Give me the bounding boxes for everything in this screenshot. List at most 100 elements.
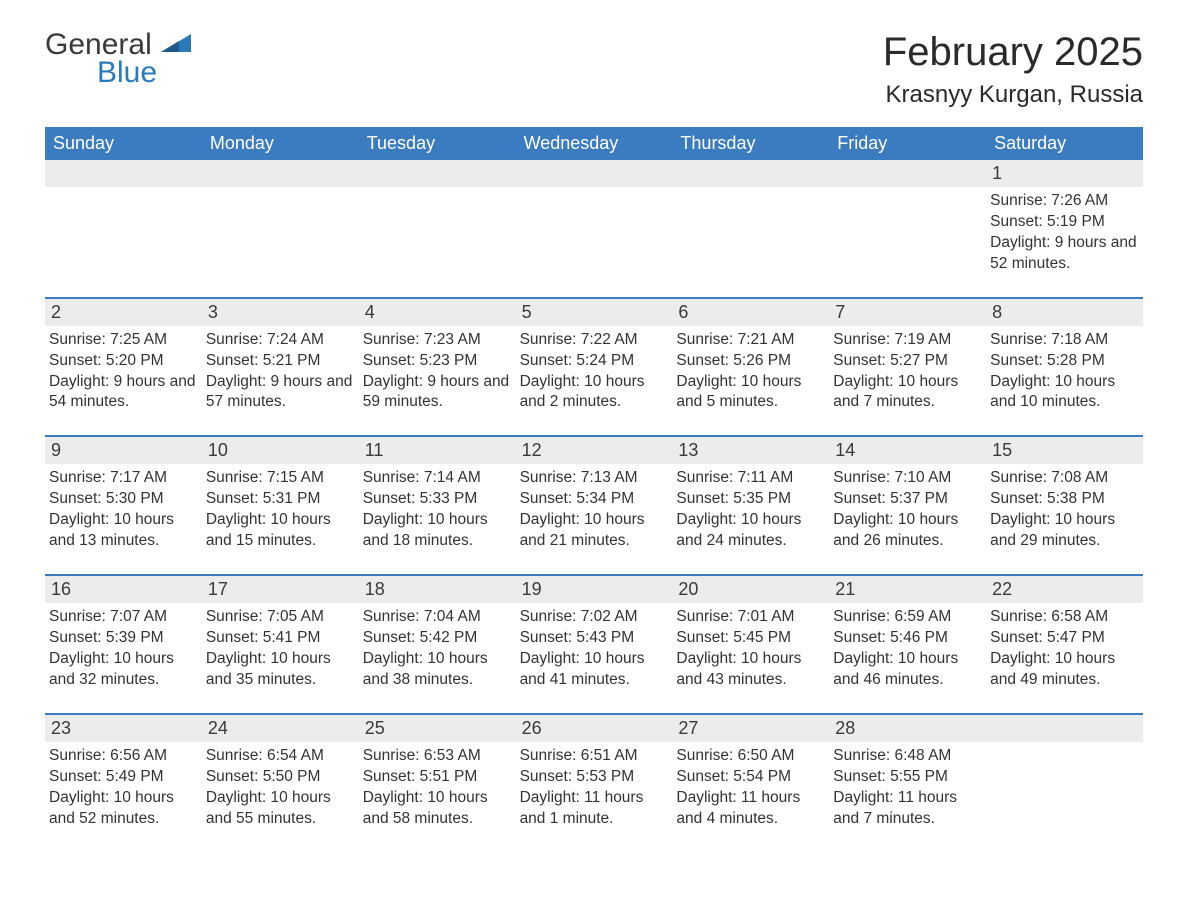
sunrise-text: Sunrise: 6:54 AM [206, 746, 353, 767]
day-cell: 26Sunrise: 6:51 AMSunset: 5:53 PMDayligh… [516, 715, 673, 834]
sunrise-text: Sunrise: 7:07 AM [49, 607, 196, 628]
daylight-text: Daylight: 10 hours and 13 minutes. [49, 510, 196, 552]
sunset-text: Sunset: 5:31 PM [206, 489, 353, 510]
week-row: 2Sunrise: 7:25 AMSunset: 5:20 PMDaylight… [45, 297, 1143, 418]
day-body: Sunrise: 7:04 AMSunset: 5:42 PMDaylight:… [359, 603, 516, 695]
sunrise-text: Sunrise: 7:23 AM [363, 330, 510, 351]
day-body: Sunrise: 6:59 AMSunset: 5:46 PMDaylight:… [829, 603, 986, 695]
day-number-strip: 1 [986, 160, 1143, 187]
day-body: Sunrise: 7:23 AMSunset: 5:23 PMDaylight:… [359, 326, 516, 418]
day-number-strip: 19 [516, 576, 673, 603]
day-body: Sunrise: 7:24 AMSunset: 5:21 PMDaylight:… [202, 326, 359, 418]
sunset-text: Sunset: 5:41 PM [206, 628, 353, 649]
day-cell: 11 Sunrise: 7:14 AMSunset: 5:33 PMDayligh… [359, 437, 516, 556]
day-cell [672, 160, 829, 279]
day-body: Sunrise: 7:05 AMSunset: 5:41 PMDaylight:… [202, 603, 359, 695]
day-number-strip [359, 160, 516, 187]
sunrise-text: Sunrise: 7:25 AM [49, 330, 196, 351]
logo-flag-icon [161, 34, 191, 54]
sunset-text: Sunset: 5:38 PM [990, 489, 1137, 510]
day-number-strip: 18 [359, 576, 516, 603]
daylight-text: Daylight: 10 hours and 35 minutes. [206, 649, 353, 691]
logo-blue-text: Blue [97, 58, 157, 88]
weekday-header: Tuesday [359, 127, 516, 160]
daylight-text: Daylight: 10 hours and 43 minutes. [676, 649, 823, 691]
sunrise-text: Sunrise: 6:58 AM [990, 607, 1137, 628]
day-number-strip: 6 [672, 299, 829, 326]
day-number-strip: 15 [986, 437, 1143, 464]
day-number-strip: 11 [359, 437, 516, 464]
day-body: Sunrise: 7:21 AMSunset: 5:26 PMDaylight:… [672, 326, 829, 418]
daylight-text: Daylight: 10 hours and 18 minutes. [363, 510, 510, 552]
day-body: Sunrise: 7:15 AMSunset: 5:31 PMDaylight:… [202, 464, 359, 556]
header: General Blue February 2025 Krasnyy Kurga… [45, 30, 1143, 109]
week-row: 9Sunrise: 7:17 AMSunset: 5:30 PMDaylight… [45, 435, 1143, 556]
day-body: Sunrise: 7:10 AMSunset: 5:37 PMDaylight:… [829, 464, 986, 556]
sunrise-text: Sunrise: 6:48 AM [833, 746, 980, 767]
day-cell: 2Sunrise: 7:25 AMSunset: 5:20 PMDaylight… [45, 299, 202, 418]
day-number-strip: 8 [986, 299, 1143, 326]
sunrise-text: Sunrise: 7:01 AM [676, 607, 823, 628]
daylight-text: Daylight: 10 hours and 10 minutes. [990, 372, 1137, 414]
weekday-header: Sunday [45, 127, 202, 160]
day-cell: 5Sunrise: 7:22 AMSunset: 5:24 PMDaylight… [516, 299, 673, 418]
day-number-strip: 9 [45, 437, 202, 464]
daylight-text: Daylight: 10 hours and 55 minutes. [206, 788, 353, 830]
daylight-text: Daylight: 10 hours and 58 minutes. [363, 788, 510, 830]
sunrise-text: Sunrise: 7:14 AM [363, 468, 510, 489]
daylight-text: Daylight: 10 hours and 32 minutes. [49, 649, 196, 691]
day-number-strip [45, 160, 202, 187]
day-number-strip: 17 [202, 576, 359, 603]
day-body: Sunrise: 6:50 AMSunset: 5:54 PMDaylight:… [672, 742, 829, 834]
day-cell: 25Sunrise: 6:53 AMSunset: 5:51 PMDayligh… [359, 715, 516, 834]
sunrise-text: Sunrise: 6:50 AM [676, 746, 823, 767]
day-cell: 19Sunrise: 7:02 AMSunset: 5:43 PMDayligh… [516, 576, 673, 695]
sunrise-text: Sunrise: 7:18 AM [990, 330, 1137, 351]
day-number-strip: 4 [359, 299, 516, 326]
day-number-strip: 26 [516, 715, 673, 742]
day-number-strip: 3 [202, 299, 359, 326]
sunset-text: Sunset: 5:45 PM [676, 628, 823, 649]
day-cell: 28Sunrise: 6:48 AMSunset: 5:55 PMDayligh… [829, 715, 986, 834]
day-body: Sunrise: 6:51 AMSunset: 5:53 PMDaylight:… [516, 742, 673, 834]
day-cell: 20Sunrise: 7:01 AMSunset: 5:45 PMDayligh… [672, 576, 829, 695]
sunrise-text: Sunrise: 7:04 AM [363, 607, 510, 628]
sunrise-text: Sunrise: 7:05 AM [206, 607, 353, 628]
sunset-text: Sunset: 5:53 PM [520, 767, 667, 788]
logo: General Blue [45, 30, 191, 88]
sunset-text: Sunset: 5:20 PM [49, 351, 196, 372]
week-row: 16Sunrise: 7:07 AMSunset: 5:39 PMDayligh… [45, 574, 1143, 695]
sunset-text: Sunset: 5:49 PM [49, 767, 196, 788]
daylight-text: Daylight: 9 hours and 52 minutes. [990, 233, 1137, 275]
title-block: February 2025 Krasnyy Kurgan, Russia [883, 30, 1143, 109]
day-cell: 21Sunrise: 6:59 AMSunset: 5:46 PMDayligh… [829, 576, 986, 695]
day-body: Sunrise: 7:26 AMSunset: 5:19 PMDaylight:… [986, 187, 1143, 279]
day-cell: 9Sunrise: 7:17 AMSunset: 5:30 PMDaylight… [45, 437, 202, 556]
day-number-strip: 13 [672, 437, 829, 464]
daylight-text: Daylight: 10 hours and 15 minutes. [206, 510, 353, 552]
day-number-strip: 24 [202, 715, 359, 742]
day-cell: 14Sunrise: 7:10 AMSunset: 5:37 PMDayligh… [829, 437, 986, 556]
sunrise-text: Sunrise: 7:15 AM [206, 468, 353, 489]
sunset-text: Sunset: 5:30 PM [49, 489, 196, 510]
day-number-strip: 10 [202, 437, 359, 464]
sunrise-text: Sunrise: 7:19 AM [833, 330, 980, 351]
weekday-header: Thursday [672, 127, 829, 160]
sunset-text: Sunset: 5:43 PM [520, 628, 667, 649]
sunset-text: Sunset: 5:28 PM [990, 351, 1137, 372]
sunrise-text: Sunrise: 7:21 AM [676, 330, 823, 351]
day-number-strip: 22 [986, 576, 1143, 603]
daylight-text: Daylight: 11 hours and 7 minutes. [833, 788, 980, 830]
daylight-text: Daylight: 11 hours and 4 minutes. [676, 788, 823, 830]
sunset-text: Sunset: 5:33 PM [363, 489, 510, 510]
daylight-text: Daylight: 9 hours and 57 minutes. [206, 372, 353, 414]
day-body: Sunrise: 7:22 AMSunset: 5:24 PMDaylight:… [516, 326, 673, 418]
day-number-strip [672, 160, 829, 187]
sunset-text: Sunset: 5:39 PM [49, 628, 196, 649]
sunset-text: Sunset: 5:35 PM [676, 489, 823, 510]
daylight-text: Daylight: 11 hours and 1 minute. [520, 788, 667, 830]
daylight-text: Daylight: 10 hours and 52 minutes. [49, 788, 196, 830]
sunset-text: Sunset: 5:46 PM [833, 628, 980, 649]
day-cell: 15Sunrise: 7:08 AMSunset: 5:38 PMDayligh… [986, 437, 1143, 556]
daylight-text: Daylight: 9 hours and 54 minutes. [49, 372, 196, 414]
